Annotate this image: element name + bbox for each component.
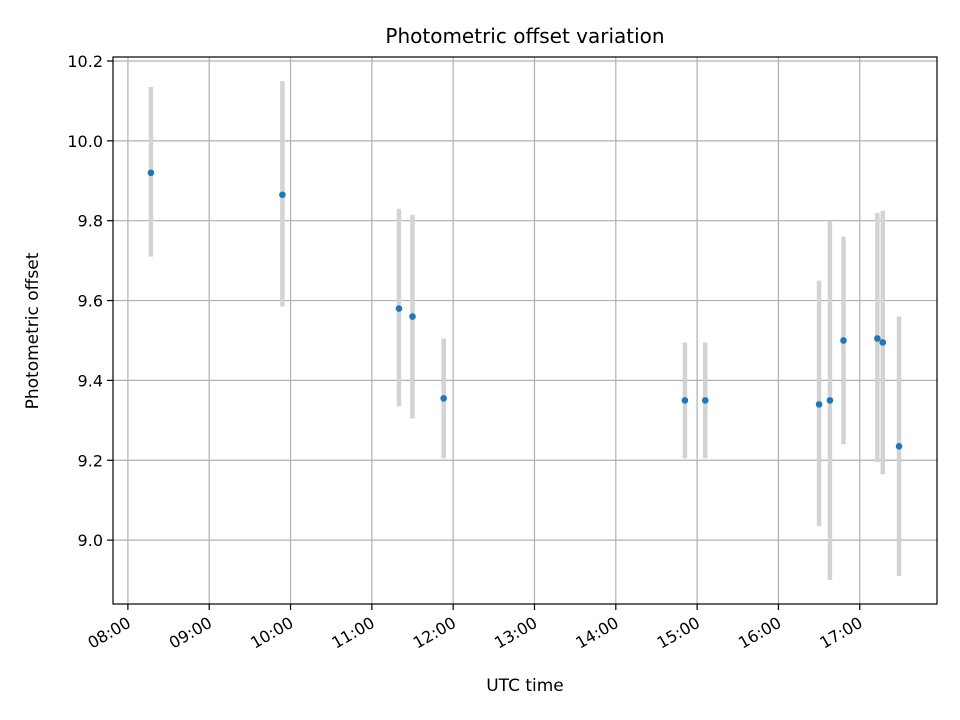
- data-point: [147, 169, 155, 177]
- x-tick-label: 10:00: [247, 613, 296, 653]
- data-point: [701, 397, 709, 404]
- data-point: [879, 339, 887, 346]
- data-point: [395, 305, 403, 312]
- chart-title: Photometric offset variation: [385, 24, 664, 48]
- y-tick-label: 9.6: [78, 292, 103, 311]
- y-axis-title: Photometric offset: [23, 252, 43, 409]
- x-tick-label: 08:00: [84, 613, 133, 653]
- data-point: [826, 397, 834, 404]
- x-tick-label: 17:00: [816, 613, 865, 653]
- y-axis-ticks: 9.0 9.2 9.4 9.6 9.8 10.0 10.2: [67, 52, 113, 550]
- data-point: [874, 335, 881, 342]
- y-tick-label: 10.2: [67, 52, 103, 71]
- error-bars: [148, 80, 902, 581]
- x-axis-title: UTC time: [486, 676, 564, 696]
- grid-lines: [113, 57, 937, 604]
- plot-frame: [112, 56, 938, 605]
- data-point: [440, 395, 447, 402]
- y-tick-label: 9.8: [78, 212, 103, 231]
- x-tick-label: 16:00: [735, 613, 784, 653]
- data-point: [815, 401, 823, 408]
- y-tick-label: 9.4: [78, 371, 103, 390]
- data-point: [279, 191, 286, 199]
- data-point: [895, 442, 903, 450]
- data-point: [681, 397, 689, 404]
- y-tick-label: 10.0: [67, 132, 103, 151]
- x-tick-label: 11:00: [328, 613, 377, 653]
- data-point: [840, 337, 847, 344]
- data-points: [147, 169, 903, 450]
- x-axis-ticks: 08:00 09:00 10:00 11:00 12:00 13:00 14:00 15:00…: [84, 604, 866, 653]
- x-tick-label: 15:00: [654, 613, 703, 653]
- data-point: [409, 313, 416, 320]
- x-tick-label: 09:00: [166, 613, 215, 653]
- x-tick-label: 13:00: [491, 613, 540, 653]
- x-tick-label: 12:00: [410, 613, 459, 653]
- y-tick-label: 9.0: [78, 531, 103, 550]
- y-tick-label: 9.2: [78, 451, 103, 470]
- x-tick-label: 14:00: [572, 613, 621, 653]
